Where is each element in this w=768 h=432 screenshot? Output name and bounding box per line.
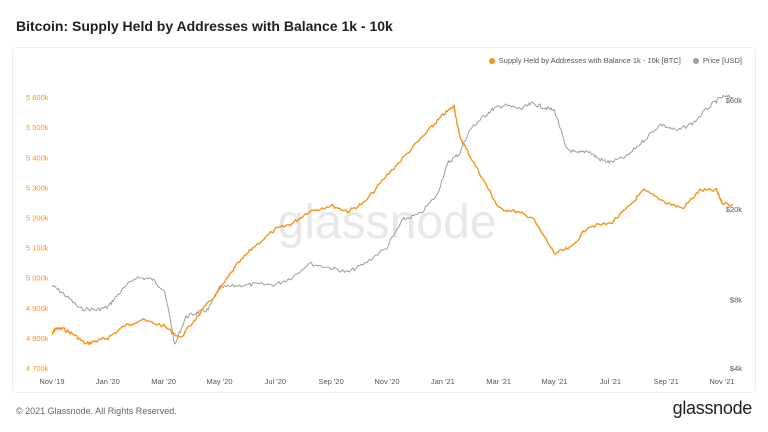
y-left-tick-label: 5 100k <box>26 244 49 253</box>
chart-panel <box>12 47 756 393</box>
y-left-tick-label: 4 700k <box>26 364 49 373</box>
price-line <box>51 94 734 345</box>
y-left-tick-label: 5 500k <box>26 123 49 132</box>
legend-label-price: Price [USD] <box>702 56 742 65</box>
x-tick-label: Nov '19 <box>39 377 64 386</box>
chart-title: Bitcoin: Supply Held by Addresses with B… <box>16 18 393 34</box>
x-tick-label: Jan '21 <box>431 377 455 386</box>
x-tick-label: Jul '21 <box>600 377 621 386</box>
x-tick-label: Nov '20 <box>374 377 399 386</box>
x-tick-label: Sep '20 <box>319 377 344 386</box>
legend-dot-supply <box>488 57 495 64</box>
x-tick-label: Mar '20 <box>151 377 176 386</box>
y-left-tick-label: 5 400k <box>26 153 49 162</box>
y-left-tick-label: 4 800k <box>26 334 49 343</box>
legend-item-supply[interactable]: Supply Held by Addresses with Balance 1k… <box>488 56 681 65</box>
x-tick-label: May '21 <box>541 377 567 386</box>
copyright-text: © 2021 Glassnode. All Rights Reserved. <box>16 406 177 416</box>
legend-label-supply: Supply Held by Addresses with Balance 1k… <box>498 56 681 65</box>
y-left-tick-label: 4 900k <box>26 304 49 313</box>
y-right-tick-label: $20k <box>726 205 743 214</box>
watermark-text: glassnode <box>278 196 497 249</box>
x-tick-label: Jan '20 <box>96 377 120 386</box>
chart-legend: Supply Held by Addresses with Balance 1k… <box>488 56 742 65</box>
y-right-tick-label: $60k <box>726 96 743 105</box>
legend-item-price[interactable]: Price [USD] <box>692 56 742 65</box>
y-right-tick-label: $8k <box>730 295 742 304</box>
y-left-tick-label: 5 300k <box>26 183 49 192</box>
x-tick-label: Jul '20 <box>265 377 286 386</box>
x-tick-label: Sep '21 <box>654 377 679 386</box>
x-tick-label: Nov '21 <box>709 377 734 386</box>
x-tick-label: Mar '21 <box>486 377 511 386</box>
y-left-tick-label: 5 600k <box>26 93 49 102</box>
brand-logo[interactable]: glassnode <box>672 398 753 418</box>
legend-dot-price <box>692 57 699 64</box>
supply-line <box>51 104 734 346</box>
y-right-tick-label: $4k <box>730 364 742 373</box>
x-tick-label: May '20 <box>206 377 232 386</box>
y-left-tick-label: 5 000k <box>26 274 49 283</box>
y-left-tick-label: 5 200k <box>26 213 49 222</box>
